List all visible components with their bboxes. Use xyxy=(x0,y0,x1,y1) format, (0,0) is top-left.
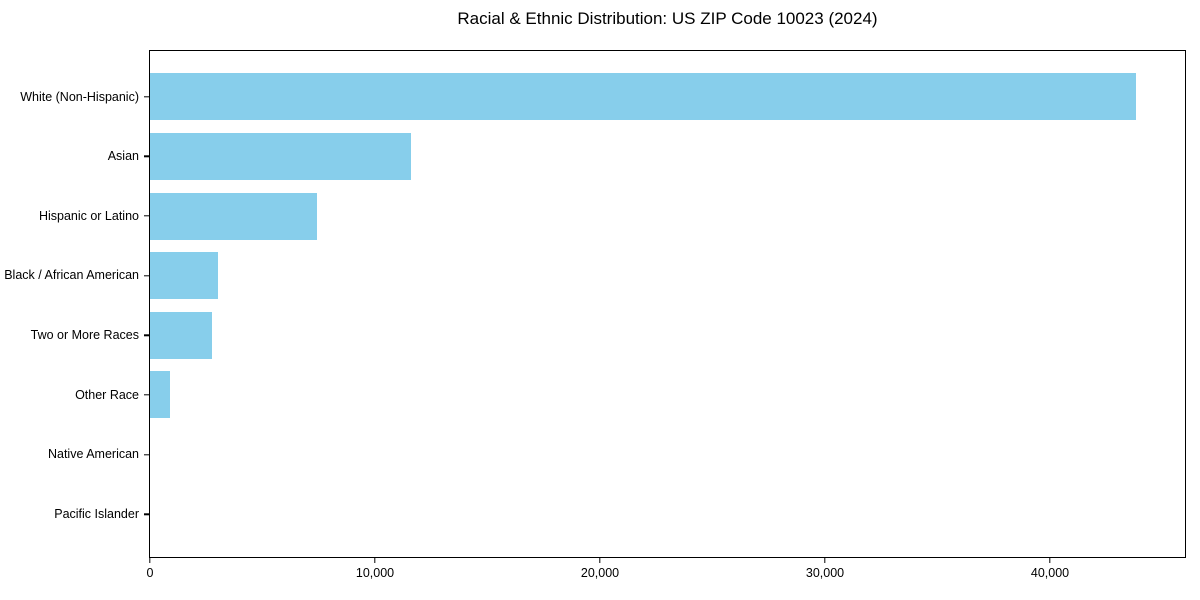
x-tick-mark xyxy=(149,558,151,563)
bar xyxy=(150,73,1136,121)
bar-row: Pacific Islander xyxy=(54,484,1185,544)
y-tick-mark xyxy=(144,96,150,98)
y-tick-mark xyxy=(144,155,150,158)
y-tick-label: White (Non-Hispanic) xyxy=(20,89,139,104)
y-tick-mark xyxy=(144,453,150,456)
bar xyxy=(150,192,317,240)
chart-title: Racial & Ethnic Distribution: US ZIP Cod… xyxy=(457,9,878,28)
bar-row: Other Race xyxy=(75,365,1185,425)
bar xyxy=(150,132,411,180)
y-tick-mark xyxy=(144,274,150,277)
y-tick-label: Hispanic or Latino xyxy=(38,208,139,223)
y-tick-mark xyxy=(144,334,150,337)
bar-row: Asian xyxy=(108,127,1185,187)
bar-rows: White (Non-Hispanic) Asian Hispanic or Lat… xyxy=(4,51,1185,557)
bar xyxy=(150,252,218,300)
y-tick-label: Native American xyxy=(47,447,139,462)
y-tick-mark xyxy=(144,513,150,515)
x-tick-mark xyxy=(824,558,826,563)
y-tick-mark xyxy=(144,215,150,217)
x-tick-label: 30,000 xyxy=(805,566,845,580)
x-tick-mark xyxy=(599,558,601,563)
x-tick-label: 0 xyxy=(146,566,154,580)
bar-row: Native American xyxy=(48,425,1185,485)
bar-row: White (Non-Hispanic) xyxy=(20,67,1185,127)
y-tick-mark xyxy=(144,394,150,396)
y-tick-label: Asian xyxy=(107,149,139,164)
plot-area: White (Non-Hispanic) Asian Hispanic or Lat… xyxy=(4,50,1186,580)
y-tick-label: Other Race xyxy=(75,387,139,402)
x-tick-label: 40,000 xyxy=(1030,566,1070,580)
y-tick-label: Black / African American xyxy=(4,268,139,283)
bar xyxy=(150,371,171,419)
bar-row: Black / African American xyxy=(4,246,1185,306)
x-tick-label: 10,000 xyxy=(355,566,395,580)
x-tick-mark xyxy=(1049,558,1051,563)
y-tick-label: Two or More Races xyxy=(30,328,139,343)
bar xyxy=(150,311,212,359)
y-tick-label: Pacific Islander xyxy=(54,506,139,521)
bar-row: Two or More Races xyxy=(31,306,1185,366)
x-tick-mark xyxy=(374,558,376,563)
x-tick-label: 20,000 xyxy=(580,566,620,580)
bar-row: Hispanic or Latino xyxy=(39,186,1185,246)
